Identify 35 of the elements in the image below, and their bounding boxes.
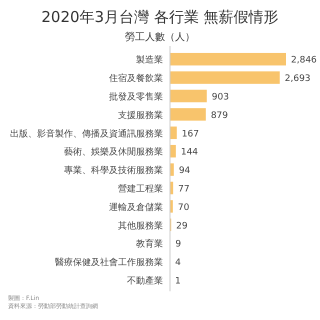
chart-subtitle: 勞工人數（人） [125,31,195,43]
y-tick-label: 醫療保健及社會工作服務業 [55,257,163,268]
data-label: 144 [180,148,198,158]
data-label: 9 [175,240,182,250]
data-label: 4 [175,258,182,268]
y-tick-label: 運輸及倉儲業 [109,202,163,213]
y-tick-label: 不動產業 [127,276,163,286]
bar [170,163,174,176]
y-tick-label: 藝術、娛樂及休閒服務業 [64,146,163,158]
data-label: 94 [178,166,191,176]
data-label: 167 [182,129,199,140]
data-label: 903 [212,92,229,102]
data-label: 77 [178,184,190,194]
data-label: 29 [176,221,188,232]
data-label: 2,846 [291,56,318,66]
y-tick-label: 製造業 [136,54,163,66]
bar [170,71,280,84]
y-tick-label: 教育業 [136,238,163,250]
bar [170,108,206,121]
chart-title: 2020年3月台灣 各行業 無薪假情形 [41,8,279,26]
bar [170,144,176,158]
y-tick-label: 出版、影音製作、傳播及資通訊服務業 [10,128,163,140]
data-label: 879 [210,110,228,121]
y-tick-label: 住宿及餐飲業 [109,73,163,84]
y-tick-label: 其他服務業 [118,220,163,232]
data-label: 70 [178,202,190,213]
data-label: 2,693 [284,74,311,84]
data-label: 1 [175,276,181,286]
y-tick-label: 營建工程業 [118,184,163,194]
bar [170,90,207,102]
y-tick-label: 專業、科學及技術服務業 [64,165,163,176]
y-tick-label: 支援服務業 [118,110,163,121]
bar [170,126,177,140]
y-tick-label: 批發及零售業 [109,92,163,102]
bar [170,52,286,66]
